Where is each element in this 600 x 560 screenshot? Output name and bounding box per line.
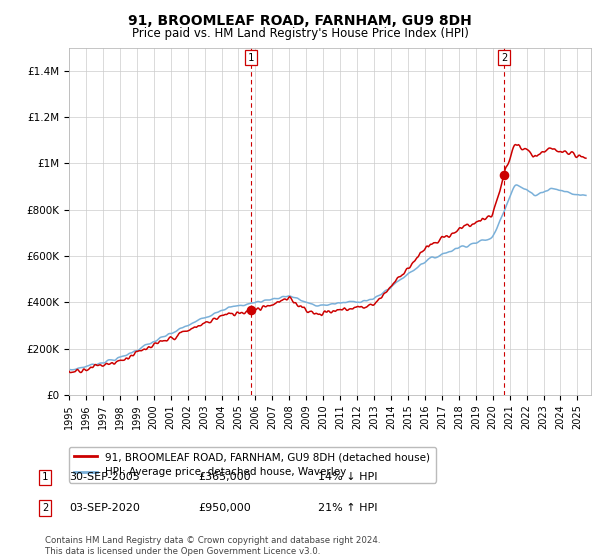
Text: 1: 1 — [248, 53, 254, 63]
Text: 14% ↓ HPI: 14% ↓ HPI — [318, 472, 377, 482]
Text: £950,000: £950,000 — [198, 503, 251, 513]
Text: 2: 2 — [42, 503, 48, 513]
Text: 2: 2 — [501, 53, 507, 63]
Text: 21% ↑ HPI: 21% ↑ HPI — [318, 503, 377, 513]
Text: 1: 1 — [42, 472, 48, 482]
Text: 30-SEP-2005: 30-SEP-2005 — [69, 472, 140, 482]
Point — [247, 306, 256, 315]
Text: Price paid vs. HM Land Registry's House Price Index (HPI): Price paid vs. HM Land Registry's House … — [131, 27, 469, 40]
Text: £365,000: £365,000 — [198, 472, 251, 482]
Text: 91, BROOMLEAF ROAD, FARNHAM, GU9 8DH: 91, BROOMLEAF ROAD, FARNHAM, GU9 8DH — [128, 14, 472, 28]
Legend: 91, BROOMLEAF ROAD, FARNHAM, GU9 8DH (detached house), HPI: Average price, detac: 91, BROOMLEAF ROAD, FARNHAM, GU9 8DH (de… — [69, 447, 436, 483]
Text: 03-SEP-2020: 03-SEP-2020 — [69, 503, 140, 513]
Point — [499, 170, 509, 179]
Text: Contains HM Land Registry data © Crown copyright and database right 2024.
This d: Contains HM Land Registry data © Crown c… — [45, 536, 380, 556]
